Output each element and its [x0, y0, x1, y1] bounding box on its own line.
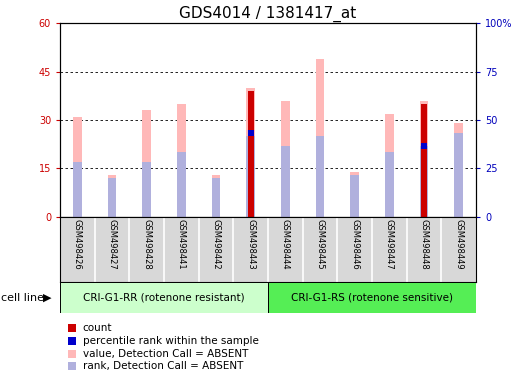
Text: GSM498448: GSM498448	[419, 219, 428, 270]
Bar	[212, 175, 220, 217]
Text: GSM498447: GSM498447	[385, 219, 394, 270]
Bar	[177, 104, 186, 217]
Text: CRI-G1-RR (rotenone resistant): CRI-G1-RR (rotenone resistant)	[83, 293, 245, 303]
Text: GSM498441: GSM498441	[177, 219, 186, 270]
Bar	[247, 91, 254, 217]
Bar	[421, 142, 427, 149]
Text: GSM498426: GSM498426	[73, 219, 82, 270]
Bar	[385, 152, 394, 217]
Bar	[177, 152, 186, 217]
Bar	[419, 146, 428, 217]
Text: GSM498427: GSM498427	[108, 219, 117, 270]
Bar	[421, 104, 427, 217]
Bar	[246, 136, 255, 217]
Bar	[350, 172, 359, 217]
Bar	[73, 117, 82, 217]
Bar	[454, 123, 463, 217]
Bar	[281, 146, 290, 217]
Bar	[60, 282, 268, 313]
Bar	[268, 282, 476, 313]
Bar	[385, 114, 394, 217]
Bar	[281, 101, 290, 217]
Text: percentile rank within the sample: percentile rank within the sample	[83, 336, 258, 346]
Bar	[316, 59, 324, 217]
Text: GSM498442: GSM498442	[212, 219, 221, 270]
Title: GDS4014 / 1381417_at: GDS4014 / 1381417_at	[179, 5, 357, 22]
Bar	[246, 88, 255, 217]
Text: GSM498445: GSM498445	[315, 219, 324, 270]
Bar	[316, 136, 324, 217]
Text: GSM498446: GSM498446	[350, 219, 359, 270]
Text: cell line: cell line	[1, 293, 44, 303]
Text: GSM498443: GSM498443	[246, 219, 255, 270]
Text: value, Detection Call = ABSENT: value, Detection Call = ABSENT	[83, 349, 248, 359]
Bar	[454, 133, 463, 217]
Bar	[73, 162, 82, 217]
Bar	[350, 175, 359, 217]
Text: GSM498428: GSM498428	[142, 219, 151, 270]
Text: GSM498444: GSM498444	[281, 219, 290, 270]
Bar	[142, 110, 151, 217]
Bar	[108, 175, 117, 217]
Text: CRI-G1-RS (rotenone sensitive): CRI-G1-RS (rotenone sensitive)	[291, 293, 453, 303]
Bar	[247, 130, 254, 136]
Text: ▶: ▶	[43, 293, 51, 303]
Bar	[419, 101, 428, 217]
Bar	[142, 162, 151, 217]
Text: count: count	[83, 323, 112, 333]
Text: GSM498449: GSM498449	[454, 219, 463, 270]
Text: rank, Detection Call = ABSENT: rank, Detection Call = ABSENT	[83, 361, 243, 371]
Bar	[108, 178, 117, 217]
Bar	[212, 178, 220, 217]
